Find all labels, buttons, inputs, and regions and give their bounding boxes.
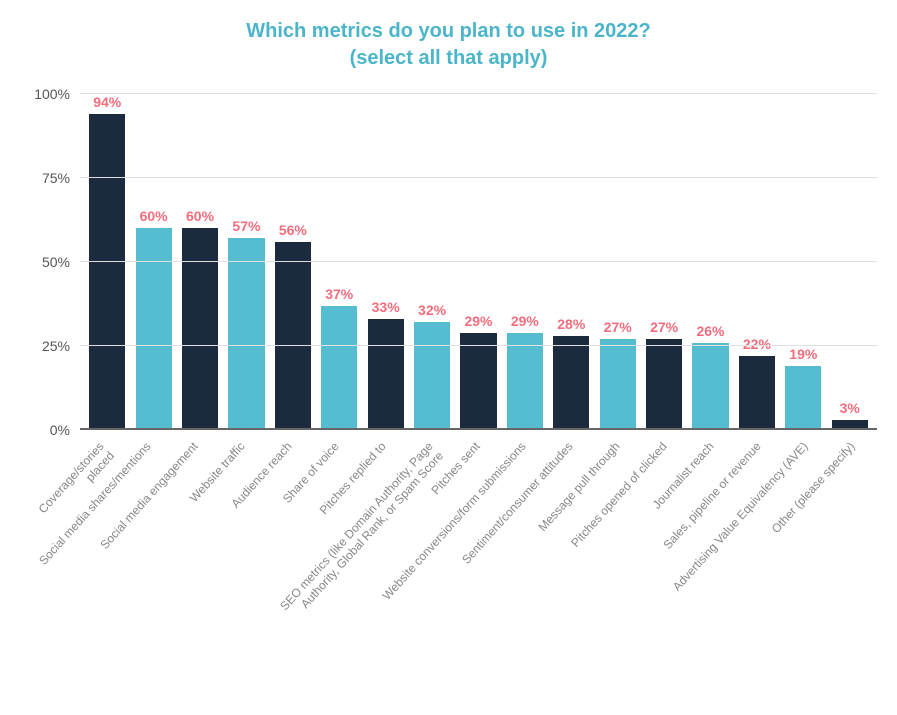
- y-tick-label: 75%: [42, 170, 80, 186]
- bar-slot: 60%: [177, 94, 223, 430]
- y-tick-label: 25%: [42, 338, 80, 354]
- bar-slot: 33%: [362, 94, 408, 430]
- bar-value-label: 56%: [279, 222, 307, 238]
- bar-value-label: 27%: [650, 319, 678, 335]
- bar: 57%: [228, 238, 264, 430]
- bar: 37%: [321, 306, 357, 430]
- x-tick-label: Advertising Value Equivalency (AVE): [670, 440, 811, 594]
- x-tick-label: Audience reach: [229, 440, 295, 511]
- chart-title-line1: Which metrics do you plan to use in 2022…: [10, 18, 887, 45]
- bar: 32%: [414, 322, 450, 430]
- bar-slot: 60%: [130, 94, 176, 430]
- bar-value-label: 19%: [789, 346, 817, 362]
- gridline: [80, 345, 877, 346]
- bar-slot: 26%: [687, 94, 733, 430]
- bar-value-label: 33%: [372, 299, 400, 315]
- x-tick-label: Message pull through: [536, 440, 623, 535]
- bar-slot: 56%: [270, 94, 316, 430]
- bar-slot: 94%: [84, 94, 130, 430]
- bar: 33%: [368, 319, 404, 430]
- bar-value-label: 29%: [464, 313, 492, 329]
- bar-value-label: 29%: [511, 313, 539, 329]
- y-tick-label: 50%: [42, 254, 80, 270]
- bar-value-label: 60%: [140, 208, 168, 224]
- bar: 26%: [692, 343, 728, 430]
- gridline: [80, 93, 877, 94]
- gridline: [80, 428, 877, 430]
- bar: 60%: [136, 228, 172, 430]
- x-tick-label: Sales, pipeline or revenue: [661, 440, 764, 552]
- x-tick-label: SEO metrics (like Domain Authority, Page…: [278, 440, 447, 623]
- bar-slot: 19%: [780, 94, 826, 430]
- bar-slot: 22%: [734, 94, 780, 430]
- bar-value-label: 28%: [557, 316, 585, 332]
- bar-slot: 37%: [316, 94, 362, 430]
- bar: 19%: [785, 366, 821, 430]
- gridline: [80, 177, 877, 178]
- y-tick-label: 0%: [50, 422, 80, 438]
- metrics-bar-chart: Which metrics do you plan to use in 2022…: [0, 0, 897, 715]
- bar: 29%: [507, 333, 543, 430]
- x-tick-label: Pitches replied to: [317, 440, 389, 518]
- bar: 60%: [182, 228, 218, 430]
- bar-slot: 27%: [594, 94, 640, 430]
- x-tick-label: Journalist reach: [650, 440, 717, 512]
- bar-slot: 3%: [827, 94, 873, 430]
- x-tick-label: Website conversions/form submissions: [381, 440, 530, 603]
- bar: 27%: [646, 339, 682, 430]
- bar-value-label: 37%: [325, 286, 353, 302]
- chart-title: Which metrics do you plan to use in 2022…: [10, 18, 887, 72]
- bar-value-label: 3%: [840, 400, 860, 416]
- y-tick-label: 100%: [34, 86, 80, 102]
- bar-slot: 32%: [409, 94, 455, 430]
- x-tick-label: Share of voice: [281, 440, 343, 506]
- x-tick-label: Coverage/storiesplaced: [37, 440, 118, 526]
- bar: 56%: [275, 242, 311, 430]
- bar-value-label: 94%: [93, 94, 121, 110]
- x-tick-label: Pitches opened of clicked: [569, 440, 670, 550]
- bar-value-label: 26%: [696, 323, 724, 339]
- bar-value-label: 27%: [604, 319, 632, 335]
- chart-title-line2: (select all that apply): [10, 45, 887, 72]
- bar-value-label: 60%: [186, 208, 214, 224]
- bar-slot: 27%: [641, 94, 687, 430]
- bar: 22%: [739, 356, 775, 430]
- x-tick-label: Social media shares/mentions: [37, 440, 154, 568]
- gridline: [80, 261, 877, 262]
- bar-value-label: 57%: [232, 218, 260, 234]
- bar-slot: 28%: [548, 94, 594, 430]
- plot-area: 94% 60% 60% 57% 56% 37% 33% 32% 29% 29% 28% 27% 27% 2…: [80, 94, 877, 430]
- x-tick-label: Other (please specify): [769, 440, 858, 536]
- bar: 27%: [600, 339, 636, 430]
- bar: 28%: [553, 336, 589, 430]
- bar-slot: 57%: [223, 94, 269, 430]
- bar-value-label: 32%: [418, 302, 446, 318]
- bars-layer: 94% 60% 60% 57% 56% 37% 33% 32% 29% 29% 28% 27% 27% 2…: [80, 94, 877, 430]
- bar: 29%: [460, 333, 496, 430]
- x-tick-label: Social media engagement: [98, 440, 201, 552]
- bar: 94%: [89, 114, 125, 430]
- bar-slot: 29%: [502, 94, 548, 430]
- x-tick-label: Website traffic: [187, 440, 248, 505]
- x-tick-label: Pitches sent: [429, 440, 483, 498]
- bar-slot: 29%: [455, 94, 501, 430]
- x-tick-label: Sentiment/consumer attitudes: [460, 440, 576, 567]
